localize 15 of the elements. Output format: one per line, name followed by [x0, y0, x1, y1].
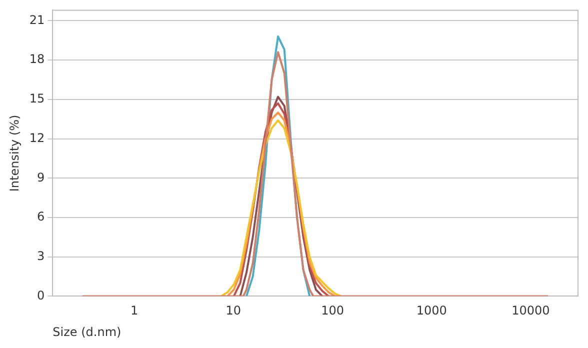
y-tick-label: 3	[37, 248, 45, 263]
x-axis-title: Size (d.nm)	[52, 324, 122, 339]
x-tick-label: 10000	[512, 304, 550, 318]
y-tick-label: 12	[29, 130, 45, 145]
y-axis-title: Intensity (%)	[7, 114, 22, 192]
x-tick-label: 1	[130, 304, 138, 318]
y-tick-label: 18	[29, 52, 45, 66]
y-tick-label: 0	[37, 288, 45, 302]
y-tick-label: 9	[37, 170, 45, 184]
y-tick-label: 15	[29, 92, 45, 106]
y-tick-label: 21	[29, 12, 45, 27]
x-tick-label: 1000	[416, 304, 447, 318]
x-tick-label: 100	[321, 304, 344, 318]
x-tick-label: 10	[226, 304, 242, 318]
y-tick-label: 6	[37, 210, 45, 224]
